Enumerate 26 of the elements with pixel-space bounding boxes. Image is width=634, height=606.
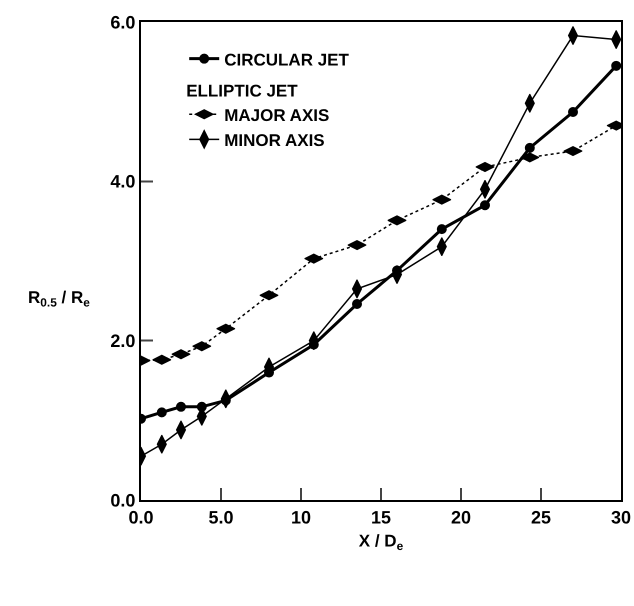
x-tick-label: 20 [450,508,472,528]
point [352,299,362,310]
y-tick-label: 4.0 [110,172,136,192]
x-tick-label: 0.0 [128,508,154,528]
point [611,60,621,71]
y-tick-label: 0.0 [110,490,136,510]
x-tick-label: 30 [610,508,632,528]
y-axis-title: R$_{0.5}$ / R$_{e}$ [28,288,90,310]
point [480,200,490,210]
point [524,142,535,153]
y-tick-label: 2.0 [110,330,136,351]
x-tick-label: 25 [530,508,552,528]
x-tick-label: 10 [290,508,312,528]
legend-title: ELLIPTIC JET [186,82,298,101]
legend-label: MINOR AXIS [224,130,325,150]
point [568,107,578,118]
point [196,402,207,412]
legend-label: MAJOR AXIS [224,106,330,125]
x-tick-label: 5.0 [208,508,234,528]
point [156,407,167,418]
x-axis-title: X / D$_{e}$ [358,532,404,554]
y-tick-label: 6.0 [110,12,136,32]
point [436,224,447,234]
point [176,402,186,412]
legend-label: CIRCULAR JET [224,50,350,70]
x-tick-label: 15 [370,508,392,528]
